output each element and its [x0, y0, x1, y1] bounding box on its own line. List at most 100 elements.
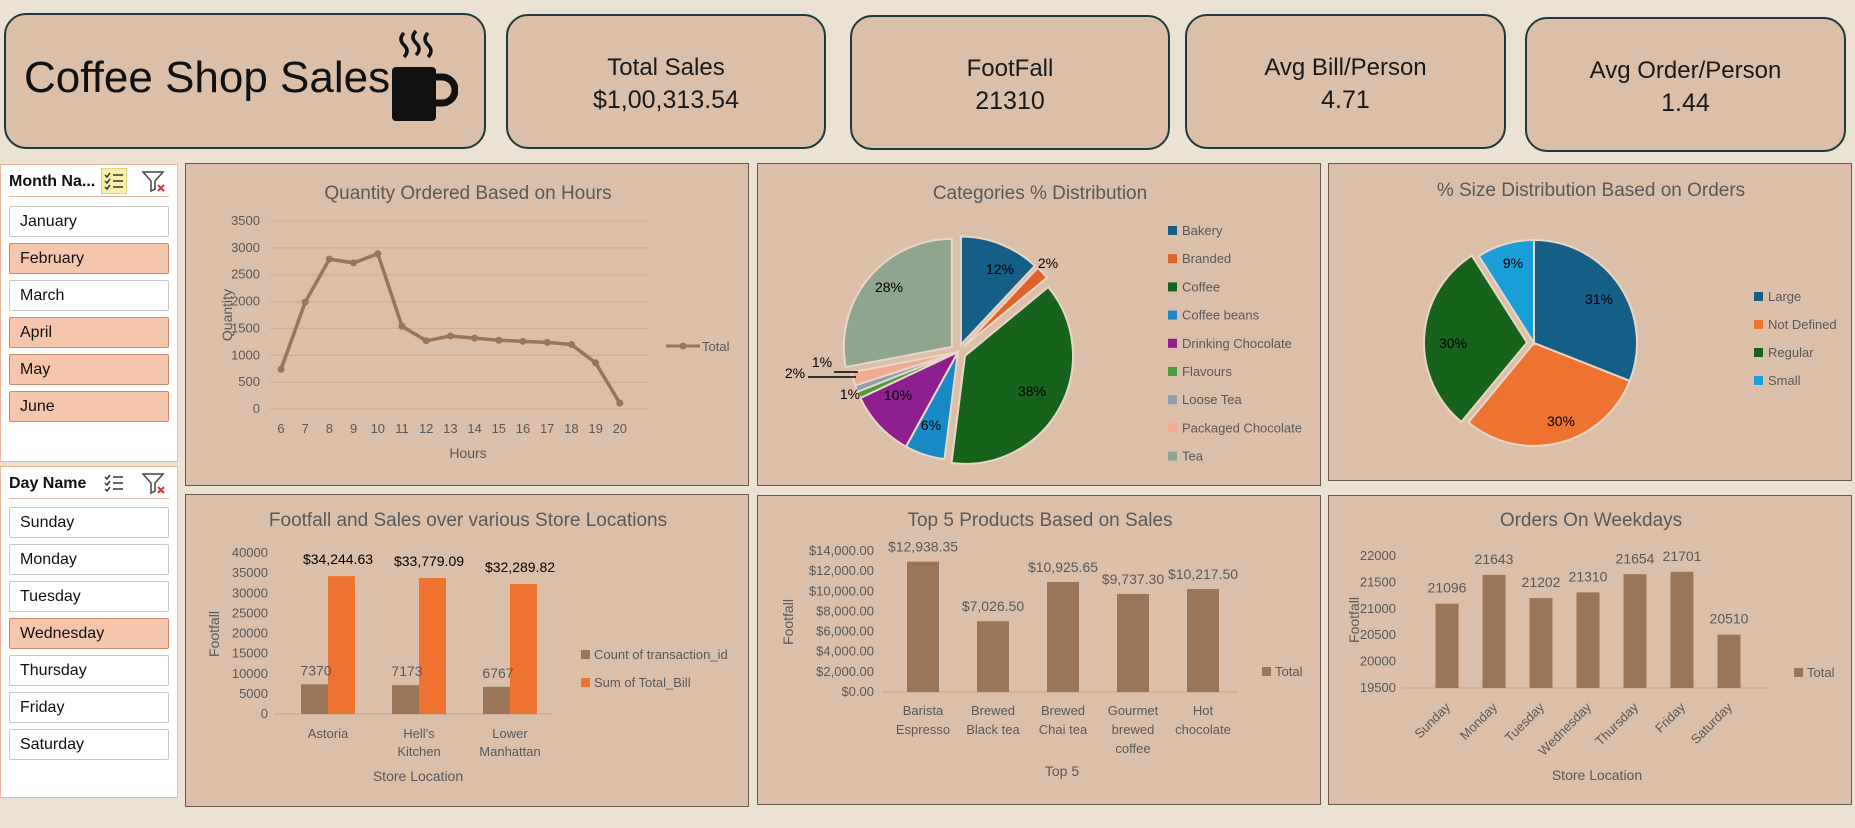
x-tick-label: 17	[540, 421, 554, 436]
legend-label: Total	[702, 339, 730, 354]
slicer-item-month[interactable]: June	[9, 391, 169, 422]
bar-weekday-orders	[1623, 574, 1647, 688]
y-tick-label: $0.00	[841, 684, 874, 699]
legend-swatch	[1754, 348, 1763, 357]
kpi-label: Avg Order/Person	[1589, 57, 1782, 84]
data-point	[374, 250, 382, 258]
y-tick-label: $12,000.00	[809, 563, 874, 578]
bar-weekday-orders	[1435, 603, 1459, 688]
y-tick-label: 20500	[1360, 627, 1396, 642]
legend-swatch	[1168, 395, 1177, 405]
legend-marker	[679, 342, 687, 350]
data-point	[543, 338, 551, 346]
data-label: 30%	[1439, 335, 1467, 351]
coffee-cup-icon	[392, 29, 458, 121]
data-point	[519, 337, 527, 345]
slicer-item-month[interactable]: April	[9, 317, 169, 348]
slicer-item-month[interactable]: March	[9, 280, 169, 311]
bar-transaction-count	[483, 686, 510, 714]
day-slicer: Day Name Sunday Monday Tuesday Wednesday…	[0, 466, 178, 798]
slicer-item-day[interactable]: Tuesday	[9, 581, 169, 612]
slicer-item-day[interactable]: Saturday	[9, 729, 169, 760]
slicer-item-day[interactable]: Sunday	[9, 507, 169, 538]
kpi-label: FootFall	[966, 55, 1054, 82]
multi-select-icon[interactable]	[101, 470, 127, 496]
legend-label: Packaged Chocolate	[1182, 420, 1302, 435]
x-tick-label: 15	[492, 421, 506, 436]
x-tick-label: Hot chocolate	[1175, 703, 1231, 737]
bar-total-bill	[510, 584, 537, 714]
x-tick-label: Brewed Black tea	[966, 703, 1020, 737]
data-label: 6%	[921, 417, 941, 433]
x-tick-label: 6	[277, 421, 284, 436]
pie-slice	[1533, 238, 1638, 383]
y-tick-label: 0	[261, 706, 268, 721]
pie-slice	[1466, 341, 1632, 447]
pie-slice	[1423, 254, 1529, 424]
kpi-label: Total Sales	[607, 54, 725, 81]
x-tick-label: 18	[564, 421, 578, 436]
data-label: 7370	[300, 662, 331, 678]
chart-top5-products: Top 5 Products Based on Sales $0.00 $2,000…	[757, 495, 1321, 805]
pie-slice	[842, 237, 953, 369]
y-tick-label: 5000	[239, 686, 268, 701]
legend-label: Drinking Chocolate	[1182, 336, 1292, 351]
chart-title: % Size Distribution Based on Orders	[1437, 180, 1745, 201]
data-label: 31%	[1585, 291, 1613, 307]
legend-swatch	[1262, 667, 1271, 676]
bar-product-sales	[1187, 589, 1219, 692]
kpi-avg-order: Avg Order/Person 1.44	[1525, 17, 1846, 152]
slicer-item-day[interactable]: Friday	[9, 692, 169, 723]
kpi-value: 21310	[975, 87, 1045, 115]
y-tick-label: 20000	[232, 626, 268, 641]
legend-label: Not Defined	[1768, 317, 1837, 332]
x-tick-label: 20	[613, 421, 627, 436]
data-label: 2%	[1038, 255, 1058, 271]
y-axis-title: Quantity	[219, 289, 235, 341]
data-point	[567, 341, 575, 349]
slicer-item-month[interactable]: January	[9, 206, 169, 237]
slicer-item-month[interactable]: February	[9, 243, 169, 274]
data-label: $10,217.50	[1168, 566, 1238, 582]
y-tick-label: 1500	[231, 320, 260, 335]
kpi-value: 1.44	[1661, 89, 1710, 117]
chart-category-distribution: Categories % Distribution 12% 2% 38% 6% 10% 1%…	[757, 163, 1321, 486]
slicer-item-month[interactable]: May	[9, 354, 169, 385]
bar-weekday-orders	[1670, 571, 1694, 688]
x-tick-label: Brewed Chai tea	[1039, 703, 1088, 737]
x-tick-label: 8	[326, 421, 333, 436]
chart-title: Quantity Ordered Based on Hours	[324, 183, 611, 204]
data-point	[616, 399, 624, 407]
x-tick-label: 13	[443, 421, 457, 436]
multi-select-icon[interactable]	[101, 168, 127, 194]
x-tick-label: Gourmet brewed coffee	[1108, 703, 1159, 756]
slicer-title: Month Na...	[9, 173, 96, 190]
data-label: 7173	[391, 663, 422, 679]
slicer-item-day[interactable]: Monday	[9, 544, 169, 575]
x-tick-label: 16	[516, 421, 530, 436]
y-tick-label: $8,000.00	[816, 603, 874, 618]
data-label: $12,938.35	[888, 539, 958, 555]
legend-swatch	[1754, 376, 1763, 385]
slicer-item-day[interactable]: Wednesday	[9, 618, 169, 649]
data-label: $9,737.30	[1102, 571, 1164, 587]
chart-title: Categories % Distribution	[933, 183, 1147, 204]
slicer-item-day[interactable]: Thursday	[9, 655, 169, 686]
x-tick-label: Barista Espresso	[896, 703, 950, 737]
data-label: $34,244.63	[303, 551, 373, 567]
data-label: 21202	[1522, 574, 1561, 590]
legend-label: Branded	[1182, 251, 1231, 266]
x-tick-label: Hell's Kitchen	[397, 726, 440, 759]
y-tick-label: 3000	[231, 240, 260, 255]
x-tick-label: Tuesday	[1502, 699, 1548, 745]
legend-label: Loose Tea	[1182, 392, 1243, 407]
pie-slice	[950, 285, 1074, 465]
y-tick-label: $14,000.00	[809, 543, 874, 558]
month-slicer: Month Na... January February March April…	[0, 164, 178, 462]
clear-filter-icon[interactable]	[141, 470, 167, 496]
clear-filter-icon[interactable]	[141, 168, 167, 194]
chart-orders-weekdays: Orders On Weekdays 19500 20000 20500 21000 21…	[1328, 495, 1852, 805]
x-axis-title: Hours	[449, 445, 486, 461]
data-label: 21643	[1475, 551, 1514, 567]
pie-slice	[1477, 238, 1535, 347]
